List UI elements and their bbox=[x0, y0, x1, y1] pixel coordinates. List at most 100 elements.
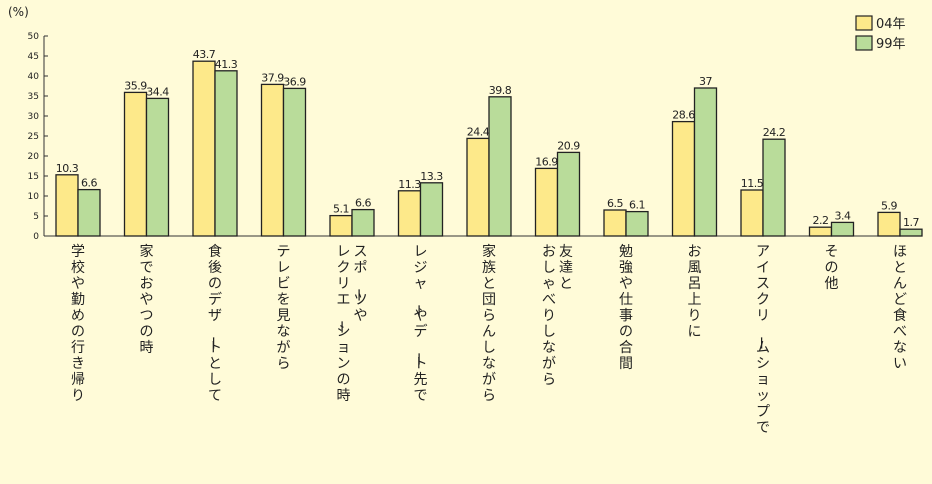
category-label-column: ほとんど食べない bbox=[893, 244, 907, 372]
value-label: 13.3 bbox=[420, 170, 443, 183]
value-label: 37 bbox=[699, 75, 712, 88]
y-tick-label: 30 bbox=[28, 112, 40, 122]
y-tick-label: 15 bbox=[28, 172, 39, 182]
value-label: 34.4 bbox=[146, 85, 169, 98]
value-label: 41.3 bbox=[215, 58, 238, 71]
category-label-column: 友達と bbox=[559, 244, 573, 292]
category-label-column: 家族と団らんしながら bbox=[482, 243, 496, 404]
bar-series-99 bbox=[625, 210, 649, 237]
legend-swatch bbox=[855, 15, 873, 31]
category-label-column: その他 bbox=[825, 244, 839, 292]
category-label-column: アイスクリームショップで bbox=[752, 244, 770, 436]
bar-series-99 bbox=[762, 138, 786, 237]
bar-series-99 bbox=[282, 87, 307, 237]
category-label: ほとんど食べない bbox=[893, 244, 907, 372]
category-label: テレビを見ながら bbox=[277, 244, 291, 372]
value-label: 6.5 bbox=[607, 197, 623, 210]
value-label: 24.4 bbox=[467, 125, 490, 138]
value-label: 2.2 bbox=[813, 214, 829, 227]
bar-series-04 bbox=[192, 60, 216, 237]
bars bbox=[55, 60, 923, 237]
legend-label: 99年 bbox=[876, 37, 906, 52]
bar-series-99 bbox=[488, 96, 512, 237]
category-label: お風呂上りに bbox=[688, 244, 702, 340]
value-label: 3.4 bbox=[835, 209, 851, 222]
category-label-column: お風呂上りに bbox=[688, 244, 702, 340]
bar-series-04 bbox=[260, 83, 285, 237]
legend-label: 04年 bbox=[876, 17, 906, 32]
y-tick-label: 5 bbox=[33, 212, 39, 222]
value-label: 43.7 bbox=[193, 48, 216, 61]
bar-series-04 bbox=[329, 214, 353, 237]
bar-series-04 bbox=[123, 91, 148, 237]
value-label: 6.1 bbox=[629, 199, 645, 212]
value-label: 5.1 bbox=[333, 203, 349, 216]
y-tick-label: 0 bbox=[33, 232, 39, 242]
value-label: 11.3 bbox=[398, 178, 421, 191]
bar-series-04 bbox=[466, 137, 490, 237]
category-label-column: レジャーやデート先で bbox=[410, 244, 428, 404]
category-label-column: 学校や勤めの行き帰り bbox=[71, 244, 85, 404]
value-labels: 10.36.635.9 34.443.741.337.9 36.95.1 6.611.… bbox=[56, 48, 920, 229]
y-tick-label: 40 bbox=[28, 72, 40, 82]
bar-series-04 bbox=[877, 211, 901, 237]
value-label: 16.9 bbox=[535, 155, 558, 168]
y-tick-label: 45 bbox=[28, 52, 39, 62]
bar-series-04 bbox=[671, 120, 696, 237]
category-label: 家でおやつの時 bbox=[140, 243, 154, 356]
value-label: 37.9 bbox=[261, 71, 284, 84]
value-label: 20.9 bbox=[557, 139, 580, 152]
bar-series-99 bbox=[214, 70, 238, 237]
category-label: 食後のデザートとして bbox=[204, 243, 222, 404]
value-label: 6.6 bbox=[81, 177, 97, 190]
category-label: レジャーやデート先で bbox=[410, 244, 428, 404]
category-label-column: 勉強や仕事の合間 bbox=[619, 244, 633, 372]
value-label: 36.9 bbox=[283, 75, 306, 88]
y-tick-label: 35 bbox=[28, 92, 39, 102]
y-tick-label: 25 bbox=[28, 132, 39, 142]
bar-series-99 bbox=[556, 151, 581, 237]
value-label: 1.7 bbox=[903, 216, 919, 229]
bar-series-99 bbox=[145, 97, 170, 237]
bar-series-99 bbox=[77, 188, 101, 237]
value-label: 39.8 bbox=[489, 84, 512, 97]
value-label: 28.6 bbox=[672, 109, 695, 122]
bar-series-99 bbox=[419, 182, 444, 237]
bar-series-04 bbox=[397, 190, 422, 237]
category-label-column: スポーツや bbox=[350, 244, 368, 324]
category-label: アイスクリームショップで bbox=[752, 244, 770, 436]
bar-series-04 bbox=[740, 189, 764, 237]
category-label: 学校や勤めの行き帰り bbox=[71, 244, 85, 404]
y-tick-label: 50 bbox=[28, 32, 40, 42]
value-label: 35.9 bbox=[124, 79, 147, 92]
y-unit-label: (%) bbox=[8, 5, 29, 19]
value-label: 5.9 bbox=[881, 199, 897, 212]
bar-series-04 bbox=[534, 167, 559, 237]
value-label: 24.2 bbox=[763, 126, 786, 139]
category-label: その他 bbox=[825, 244, 839, 292]
bar-series-99 bbox=[693, 87, 718, 237]
bar-series-99 bbox=[899, 228, 923, 237]
legend-swatch bbox=[855, 35, 873, 51]
y-tick-label: 10 bbox=[28, 192, 40, 202]
category-label-column: テレビを見ながら bbox=[277, 244, 291, 372]
bar-series-04 bbox=[808, 226, 833, 237]
x-axis-labels: 学校や勤めの行き帰り 家でおやつの時 食後のデザートとして テレビを見ながら スポーツや… bbox=[71, 243, 907, 436]
value-label: 6.6 bbox=[355, 197, 371, 210]
value-label: 11.5 bbox=[741, 177, 764, 190]
category-label: 家族と団らんしながら bbox=[482, 243, 496, 404]
bar-series-99 bbox=[351, 208, 375, 237]
bar-series-04 bbox=[55, 174, 79, 237]
y-tick-label: 20 bbox=[28, 152, 40, 162]
bar-series-04 bbox=[603, 209, 627, 237]
category-label-column: おしゃべりしながら bbox=[542, 244, 556, 388]
category-label-column: レクリエーションの時 bbox=[333, 244, 351, 404]
value-label: 10.3 bbox=[56, 162, 79, 175]
category-label-column: 食後のデザートとして bbox=[204, 243, 222, 404]
bar-series-99 bbox=[830, 221, 855, 237]
category-label: 勉強や仕事の合間 bbox=[619, 244, 633, 372]
